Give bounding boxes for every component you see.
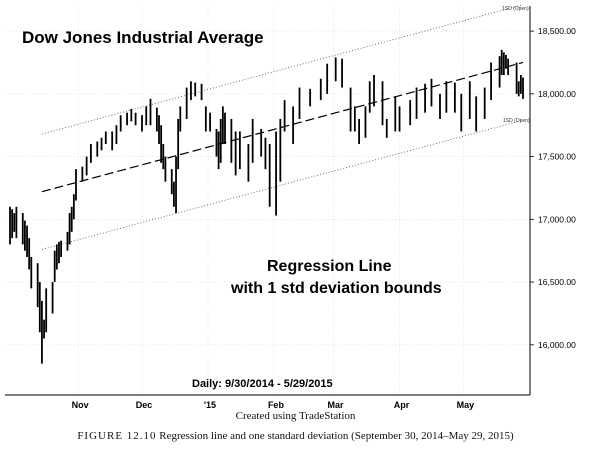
axes: 16,000.00 16,500.00 17,000.00 17,500.00 18,0… [5, 6, 576, 410]
upper-band-label: 1SD (Open) [502, 6, 529, 12]
y-tick-label: 18,000.00 [538, 89, 576, 99]
annotation-line-1: Regression Line [267, 258, 392, 275]
period-label: Daily: 9/30/2014 - 5/29/2015 [192, 378, 333, 390]
annotation-line-2: with 1 std deviation bounds [230, 280, 442, 297]
figure-caption-text: Regression line and one standard deviati… [159, 430, 514, 442]
x-tick-label: Mar [328, 400, 345, 410]
y-tick-label: 18,500.00 [538, 26, 576, 36]
x-tick-label: Nov [72, 400, 89, 410]
gridlines [5, 6, 530, 395]
x-tick-label: Feb [268, 400, 285, 410]
x-tick-label: Dec [136, 400, 153, 410]
x-tick-label: '15 [204, 400, 216, 410]
figure-number: FIGURE 12.10 [77, 430, 157, 442]
y-tick-label: 16,000.00 [538, 340, 576, 350]
lower-band-line [41, 119, 524, 250]
chart-title: Dow Jones Industrial Average [22, 28, 264, 47]
y-tick-label: 17,000.00 [538, 214, 576, 224]
regression-bands [41, 4, 524, 250]
source-label: Created using TradeStation [235, 410, 356, 422]
regression-line [41, 61, 524, 193]
price-bars [9, 49, 524, 364]
plot-area [5, 6, 530, 395]
upper-band-line [41, 4, 524, 135]
x-tick-label: May [457, 400, 475, 410]
figure-caption: FIGURE 12.10 Regression line and one sta… [0, 430, 591, 442]
x-tick-label: Apr [394, 400, 410, 410]
y-tick-label: 17,500.00 [538, 152, 576, 162]
lower-band-label: 1SD (Open) [503, 118, 530, 124]
y-tick-label: 16,500.00 [538, 277, 576, 287]
chart: 16,000.00 16,500.00 17,000.00 17,500.00 18,0… [5, 4, 576, 410]
